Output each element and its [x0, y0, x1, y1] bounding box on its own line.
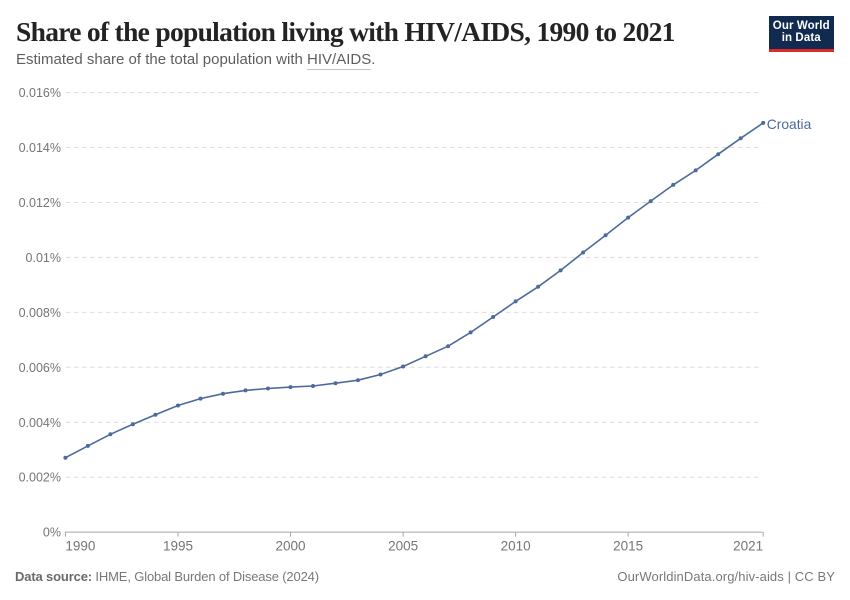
svg-text:0.002%: 0.002% — [19, 471, 61, 485]
svg-text:2005: 2005 — [388, 539, 418, 554]
svg-text:1995: 1995 — [163, 539, 193, 554]
svg-text:Croatia: Croatia — [767, 117, 812, 132]
svg-text:2010: 2010 — [501, 539, 531, 554]
svg-text:1990: 1990 — [65, 539, 95, 554]
svg-text:2000: 2000 — [275, 539, 305, 554]
svg-text:2021: 2021 — [733, 539, 763, 554]
svg-text:0.004%: 0.004% — [19, 416, 61, 430]
svg-text:0%: 0% — [43, 526, 61, 540]
svg-text:0.016%: 0.016% — [19, 86, 61, 100]
svg-text:0.012%: 0.012% — [19, 196, 61, 210]
svg-text:0.01%: 0.01% — [26, 251, 61, 265]
svg-text:0.014%: 0.014% — [19, 141, 61, 155]
svg-text:2015: 2015 — [613, 539, 643, 554]
svg-text:0.008%: 0.008% — [19, 306, 61, 320]
svg-text:0.006%: 0.006% — [19, 361, 61, 375]
